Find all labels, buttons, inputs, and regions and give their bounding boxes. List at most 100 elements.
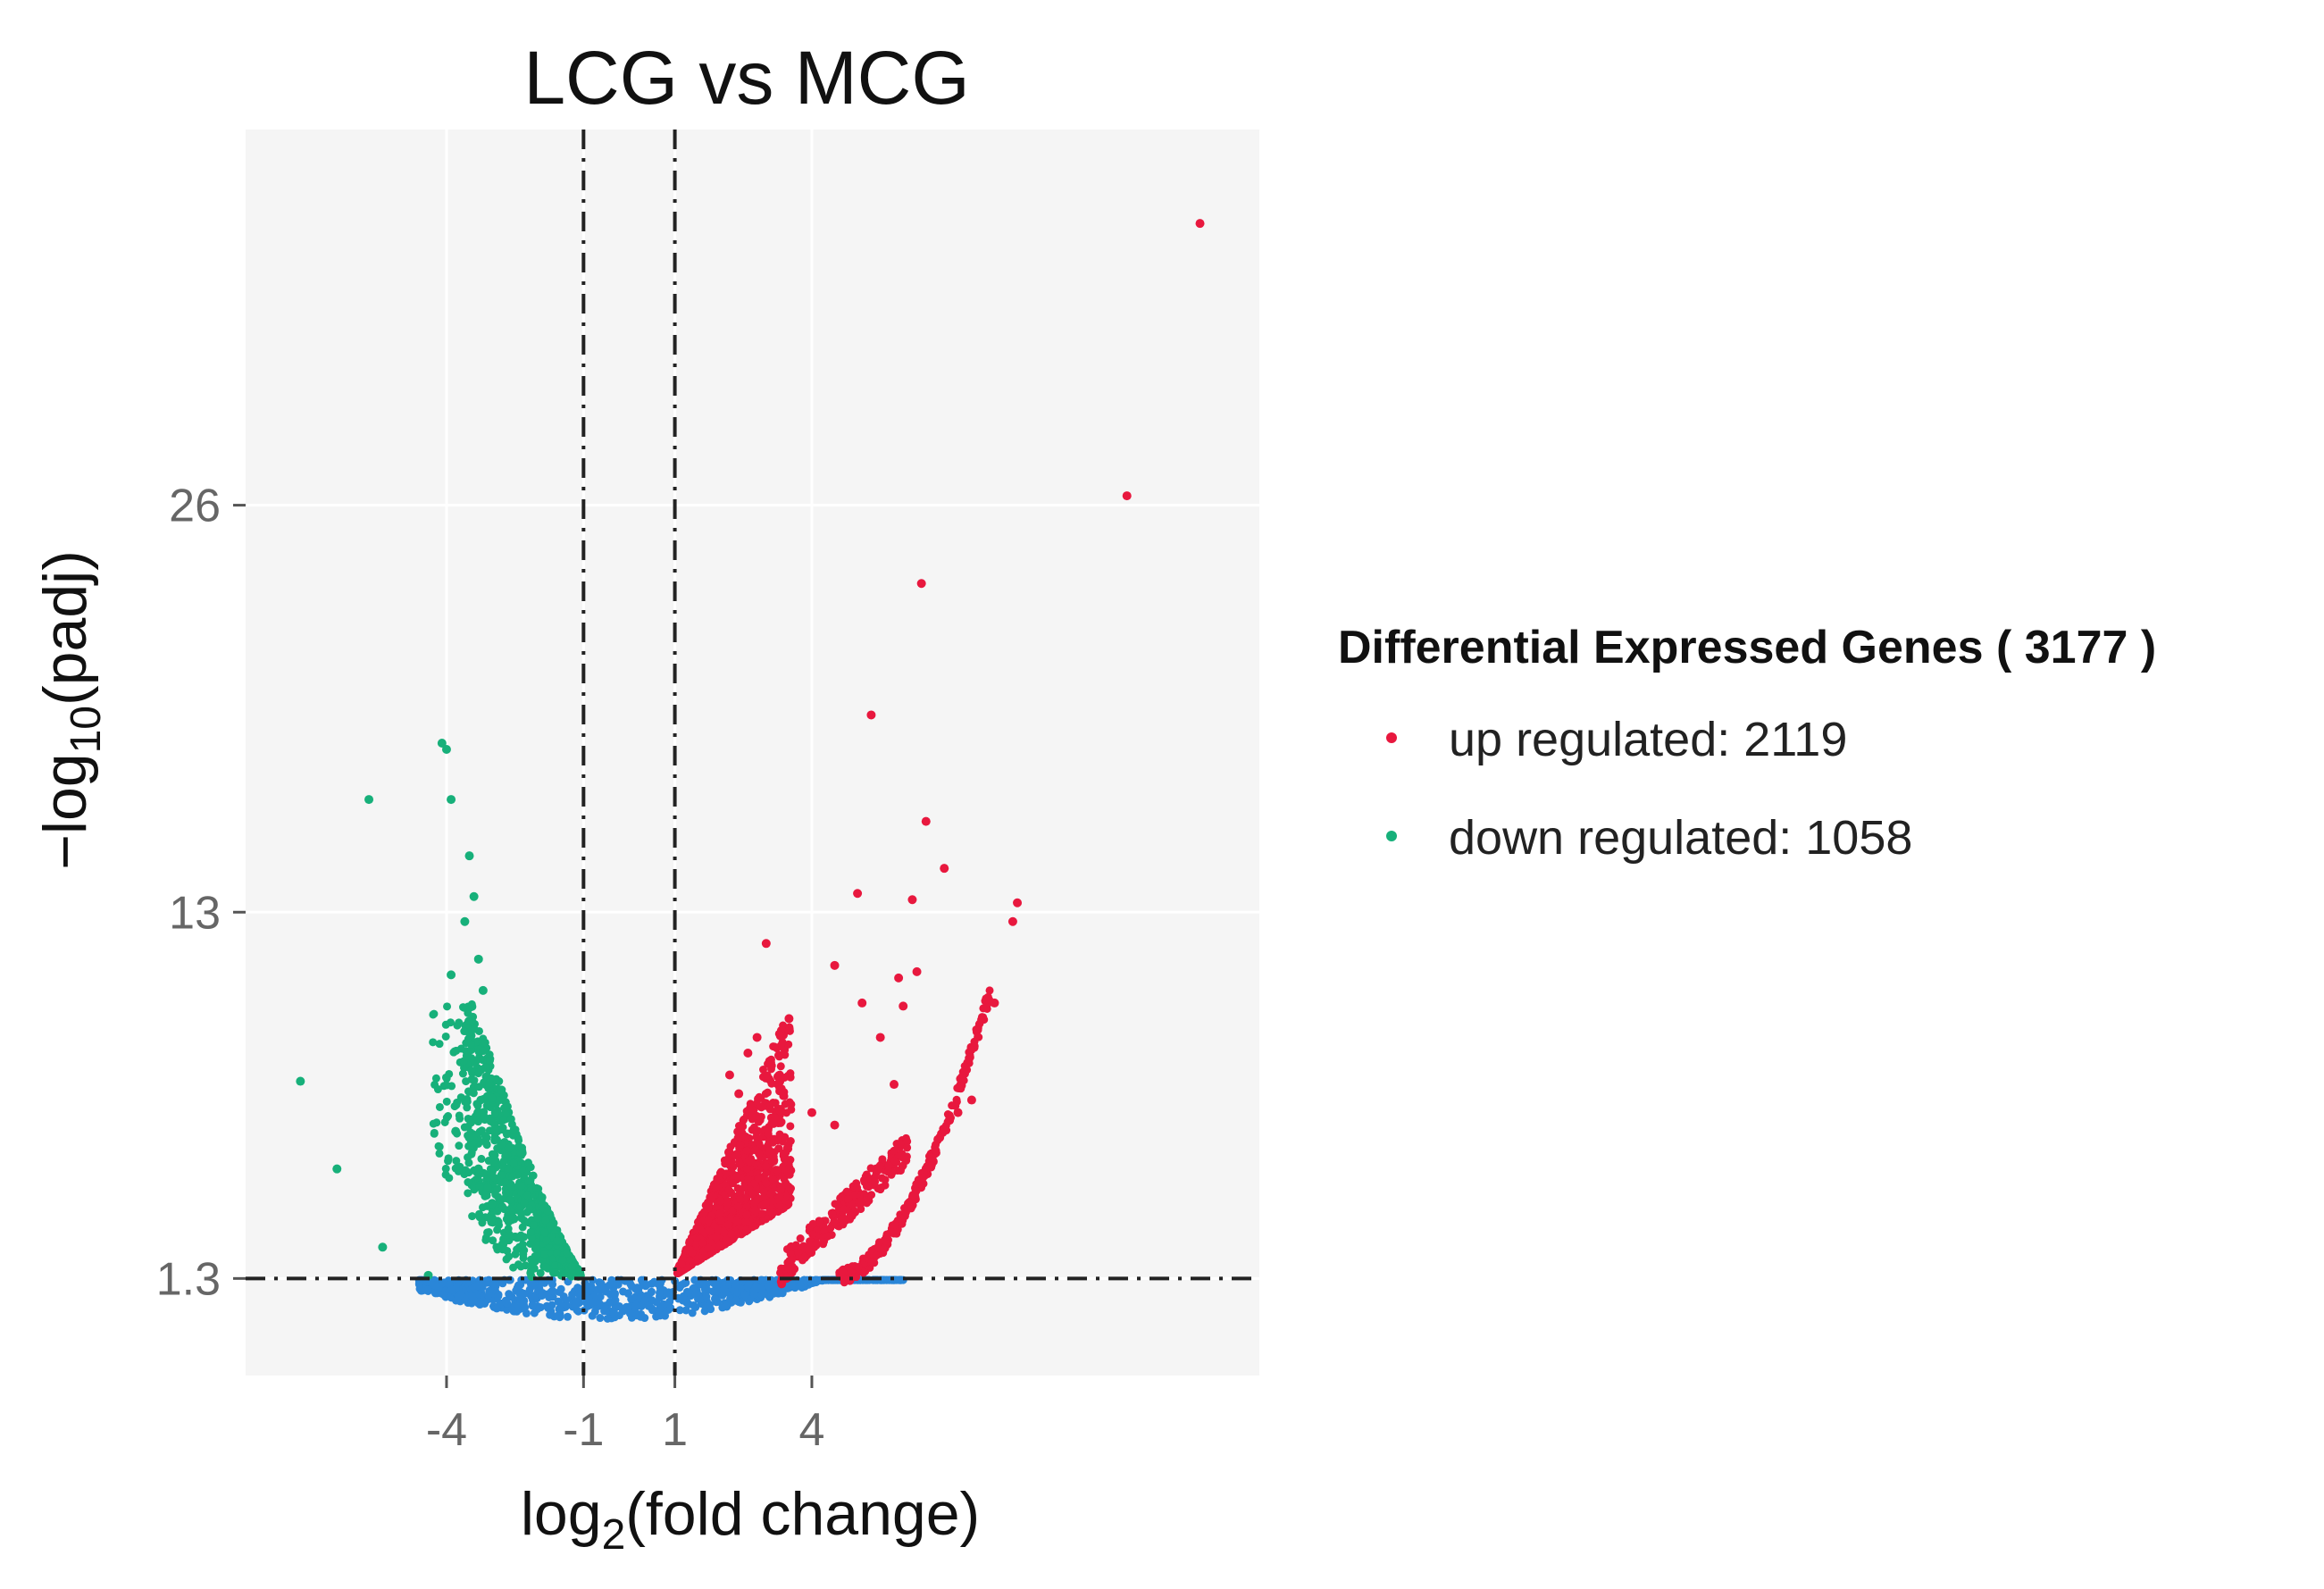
point-up-regulated xyxy=(712,1233,721,1242)
point-down-regulated xyxy=(551,1261,560,1270)
point-non-significant xyxy=(610,1309,619,1317)
point-non-significant xyxy=(644,1301,653,1310)
point-up-regulated xyxy=(776,1041,785,1050)
point-down-regulated xyxy=(520,1199,529,1208)
point-up-regulated xyxy=(788,1256,797,1265)
point-up-regulated xyxy=(896,1140,905,1149)
point-up-regulated xyxy=(1195,219,1205,229)
y-tick-label: 26 xyxy=(169,481,221,532)
point-up-regulated xyxy=(685,1257,694,1266)
y-axis-label: −log10(padj) xyxy=(31,550,110,870)
point-down-regulated xyxy=(563,1249,572,1258)
point-up-regulated xyxy=(840,1275,849,1284)
point-non-significant xyxy=(774,1289,783,1298)
point-non-significant xyxy=(467,1299,476,1308)
point-down-regulated xyxy=(541,1216,550,1225)
point-down-regulated xyxy=(441,1164,450,1173)
point-up-regulated xyxy=(732,1217,741,1225)
point-up-regulated xyxy=(704,1243,713,1252)
point-non-significant xyxy=(752,1283,761,1292)
point-up-regulated xyxy=(857,1197,865,1206)
point-non-significant xyxy=(488,1279,497,1288)
point-down-regulated xyxy=(447,795,456,805)
point-up-regulated xyxy=(785,1024,794,1033)
point-up-regulated xyxy=(715,1197,724,1206)
point-non-significant xyxy=(494,1292,503,1300)
point-up-regulated xyxy=(839,1268,848,1277)
point-up-regulated xyxy=(977,1013,986,1022)
x-axis: -4 -1 1 4 xyxy=(426,1376,825,1456)
point-non-significant xyxy=(757,1290,766,1299)
point-up-regulated xyxy=(776,1062,785,1071)
point-non-significant xyxy=(647,1287,656,1296)
point-non-significant xyxy=(652,1298,661,1307)
point-up-regulated xyxy=(749,1123,758,1132)
point-non-significant xyxy=(711,1294,720,1303)
point-up-regulated xyxy=(759,1066,768,1075)
point-non-significant xyxy=(675,1306,684,1315)
point-non-significant xyxy=(655,1310,664,1319)
point-up-regulated xyxy=(744,1174,753,1183)
point-up-regulated xyxy=(766,1189,775,1198)
point-non-significant xyxy=(700,1285,709,1294)
point-down-regulated xyxy=(452,1157,461,1166)
point-non-significant xyxy=(611,1296,620,1305)
point-up-regulated xyxy=(844,1194,853,1203)
point-non-significant xyxy=(519,1300,528,1309)
point-up-regulated xyxy=(742,1146,751,1155)
point-non-significant xyxy=(555,1287,564,1296)
point-up-regulated xyxy=(889,1080,899,1090)
point-up-regulated xyxy=(881,1181,890,1190)
point-up-regulated xyxy=(1007,916,1017,926)
point-down-regulated xyxy=(467,1066,476,1075)
point-non-significant xyxy=(744,1280,753,1289)
point-up-regulated xyxy=(849,1191,858,1200)
point-up-regulated xyxy=(701,1200,710,1209)
point-up-regulated xyxy=(762,1168,771,1177)
point-non-significant xyxy=(787,1281,796,1290)
point-up-regulated xyxy=(717,1216,726,1225)
point-non-significant xyxy=(501,1296,510,1305)
point-up-regulated xyxy=(927,1163,936,1172)
point-down-regulated xyxy=(523,1158,532,1167)
legend-title: Differential Expressed Genes ( 3177 ) xyxy=(1338,622,2156,673)
point-down-regulated xyxy=(364,795,374,805)
point-down-regulated xyxy=(553,1236,562,1245)
y-axis-label-sub: 10 xyxy=(63,706,110,753)
point-down-regulated xyxy=(509,1158,518,1167)
point-down-regulated xyxy=(526,1267,535,1275)
point-down-regulated xyxy=(466,1040,475,1049)
point-up-regulated xyxy=(881,1175,890,1184)
point-up-regulated xyxy=(932,1146,940,1155)
point-down-regulated xyxy=(573,1267,582,1276)
point-up-regulated xyxy=(912,1180,921,1189)
point-up-regulated xyxy=(932,1141,940,1150)
x-tick-label: 4 xyxy=(799,1404,825,1456)
point-up-regulated xyxy=(752,1033,762,1042)
point-down-regulated xyxy=(551,1268,560,1277)
point-up-regulated xyxy=(786,1073,795,1082)
point-up-regulated xyxy=(985,986,994,995)
point-up-regulated xyxy=(752,1133,761,1142)
point-up-regulated xyxy=(707,1192,716,1200)
point-non-significant xyxy=(556,1313,564,1322)
point-down-regulated xyxy=(495,1096,504,1105)
point-down-regulated xyxy=(435,1040,444,1049)
point-non-significant xyxy=(811,1277,820,1286)
point-up-regulated xyxy=(713,1176,722,1185)
point-up-regulated xyxy=(807,1108,816,1117)
point-down-regulated xyxy=(444,1157,453,1166)
point-down-regulated xyxy=(477,1154,486,1163)
point-up-regulated xyxy=(875,1033,885,1042)
point-up-regulated xyxy=(765,1058,775,1067)
point-non-significant xyxy=(631,1301,640,1310)
point-non-significant xyxy=(530,1309,539,1317)
point-down-regulated xyxy=(443,1002,452,1011)
point-non-significant xyxy=(587,1282,596,1291)
point-down-regulated xyxy=(542,1263,551,1272)
point-up-regulated xyxy=(769,1119,778,1128)
point-up-regulated xyxy=(775,1107,784,1116)
point-up-regulated xyxy=(761,1161,770,1170)
point-down-regulated xyxy=(513,1245,522,1254)
point-down-regulated xyxy=(473,954,483,964)
